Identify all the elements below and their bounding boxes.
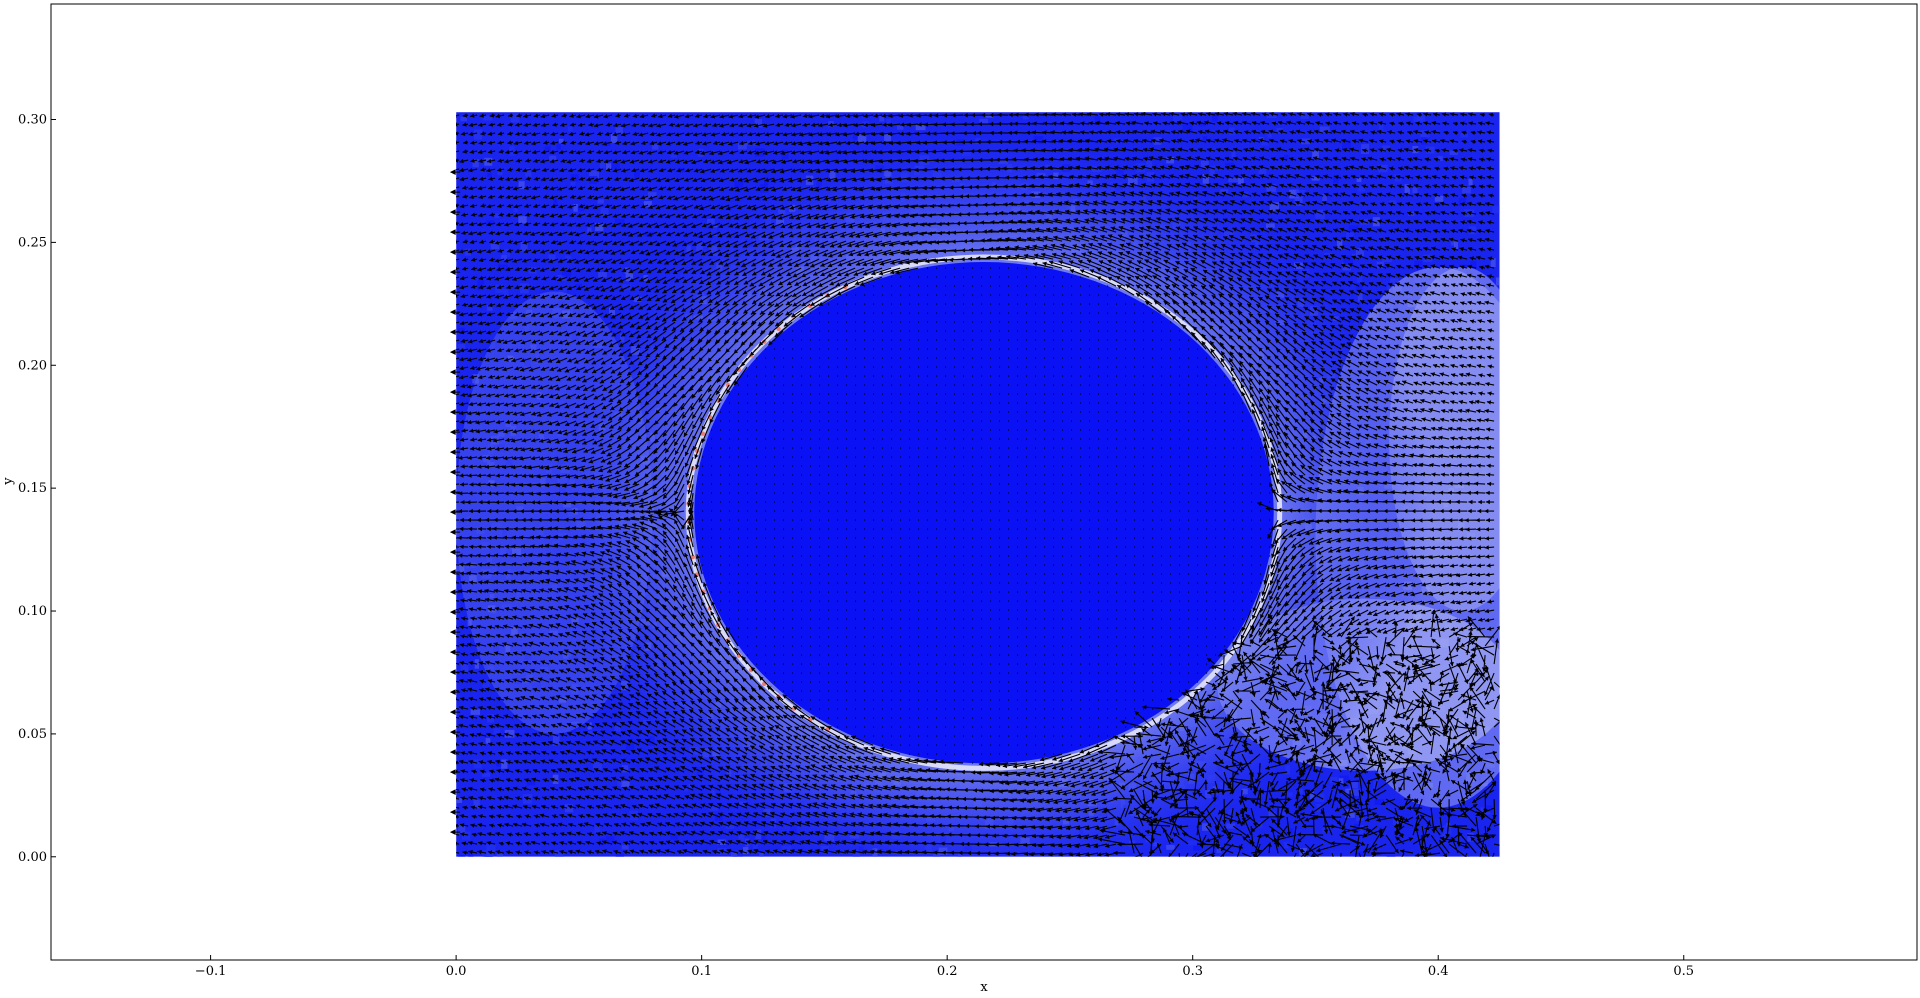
x-tick-label: 0.5 <box>1673 964 1694 979</box>
x-tick-label: 0.2 <box>937 964 958 979</box>
y-tick-label: 0.20 <box>18 358 47 373</box>
y-tick-label: 0.00 <box>18 850 47 865</box>
field-layer <box>456 112 1500 857</box>
y-tick-label: 0.05 <box>18 727 47 742</box>
y-tick-label: 0.15 <box>18 481 47 496</box>
arrow-heads <box>456 112 1500 857</box>
obstacle-disc <box>694 262 1274 764</box>
x-tick-label: −0.1 <box>195 964 227 979</box>
x-tick-label: 0.4 <box>1428 964 1449 979</box>
axes-frame <box>50 3 1918 961</box>
x-axis-label: x <box>980 980 988 995</box>
quiver-arrows <box>449 112 1500 857</box>
y-tick-label: 0.30 <box>18 113 47 128</box>
x-tick-label: 0.3 <box>1182 964 1203 979</box>
x-tick-label: 0.0 <box>446 964 467 979</box>
x-axis-ticks: −0.1 0.0 0.1 0.2 0.3 0.4 0.5 <box>195 955 1694 979</box>
y-tick-label: 0.10 <box>18 604 47 619</box>
x-tick-label: 0.1 <box>691 964 712 979</box>
y-axis-ticks: 0.00 0.05 0.10 0.15 0.20 0.25 0.30 <box>18 113 56 865</box>
edge-arrows <box>449 169 461 836</box>
y-axis-label: y <box>1 477 16 486</box>
plot-area <box>449 112 1500 857</box>
y-tick-label: 0.25 <box>18 235 47 250</box>
